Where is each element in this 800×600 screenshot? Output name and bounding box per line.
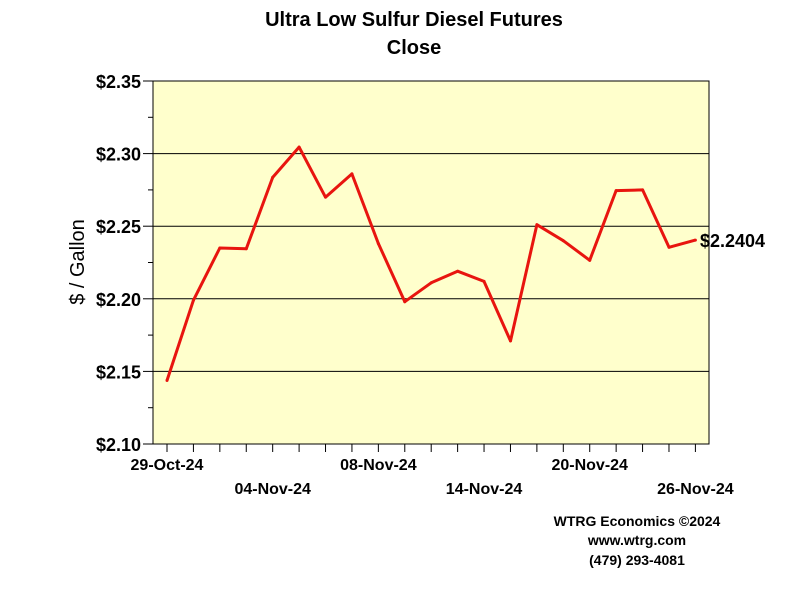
data-point [165,379,169,383]
credit-line-1: WTRG Economics ©2024 [554,513,721,529]
x-tick-label: 26-Nov-24 [657,481,734,498]
chart-title: Ultra Low Sulfur Diesel Futures [265,9,563,31]
data-point [297,145,301,149]
data-point [588,258,592,262]
x-tick-label: 08-Nov-24 [340,457,417,474]
data-point [324,195,328,199]
y-axis-label: $ / Gallon [67,219,89,305]
data-point [508,339,512,343]
data-point [667,245,671,249]
x-axis-labels: 29-Oct-24 04-Nov-24 08-Nov-24 14-Nov-24 20-N… [131,457,734,498]
data-point [429,281,433,285]
y-tick-label: $2.35 [96,72,141,92]
x-tick-label: 29-Oct-24 [131,457,204,474]
plot-area [152,80,710,445]
data-point [641,188,645,192]
data-point [271,175,275,179]
data-point [561,239,565,243]
last-value-label: $2.2404 [700,231,765,251]
y-tick-label: $2.25 [96,217,141,237]
data-point [693,238,697,242]
data-point [456,269,460,273]
data-point [244,247,248,251]
credit-line-2: www.wtrg.com [587,532,686,548]
x-tick-label: 04-Nov-24 [234,481,311,498]
data-point [376,242,380,246]
credit-line-3: (479) 293-4081 [589,552,685,568]
data-point [403,300,407,304]
y-tick-label: $2.30 [96,145,141,165]
y-tick-label: $2.20 [96,290,141,310]
data-point [614,189,618,193]
y-tick-label: $2.10 [96,435,141,455]
data-point [191,298,195,302]
y-axis-ticks: $2.10 $2.15 $2.20 $2.25 $2.30 $2.35 [96,72,153,455]
x-tick-label: 14-Nov-24 [446,481,523,498]
data-point [218,246,222,250]
x-axis-ticks [166,444,696,452]
chart-subtitle: Close [387,37,441,59]
data-point [535,223,539,227]
data-point [482,279,486,283]
y-minor-ticks [148,116,153,409]
data-point [350,172,354,176]
y-tick-label: $2.15 [96,362,141,382]
series-layer [165,145,697,383]
x-tick-label: 20-Nov-24 [551,457,628,474]
